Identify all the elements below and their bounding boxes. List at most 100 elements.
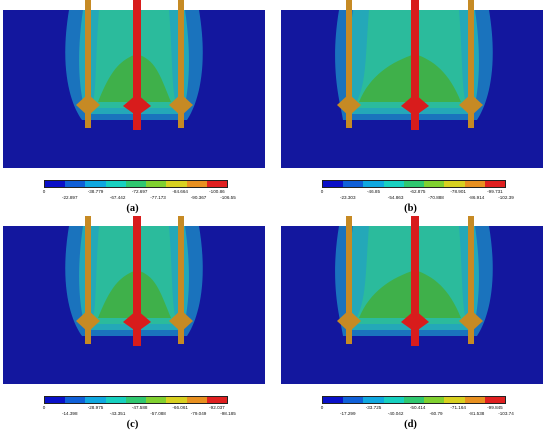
tick-label: -17.299 — [339, 411, 356, 416]
tick-label: -22.897 — [61, 195, 78, 200]
tick-label: -102.39 — [498, 195, 514, 200]
color-legend: 0 -33.725 -50.414 -71.164 -99.845 -17.29… — [320, 396, 514, 418]
tick-label: -28.975 — [87, 405, 104, 410]
legend-bar — [44, 180, 228, 188]
legend-ticks: 0 -46.85 -62.875 -78.901 -99.731 -23.303… — [320, 188, 514, 202]
legend-swatch — [206, 181, 227, 187]
legend-swatch — [424, 181, 445, 187]
legend-swatch — [105, 397, 126, 403]
tick-label: -70.888 — [428, 195, 444, 200]
tick-label: -100.86 — [209, 189, 225, 194]
tick-label: -99.845 — [487, 405, 503, 410]
panel-b: 0 -46.85 -62.875 -78.901 -99.731 -23.303… — [278, 0, 543, 216]
tick-label: -40.042 — [387, 411, 404, 416]
tick-label: -14.398 — [61, 411, 78, 416]
tick-label: -98.185 — [220, 411, 236, 416]
legend-swatch — [464, 181, 485, 187]
legend-swatch — [146, 397, 167, 403]
tick-label: -50.414 — [409, 405, 426, 410]
panel-caption: (d) — [404, 419, 417, 430]
tick-label: -67.442 — [109, 195, 126, 200]
tick-label: -38.779 — [87, 189, 104, 194]
legend-swatch — [206, 397, 227, 403]
tick-label: -57.088 — [150, 411, 166, 416]
tick-label: -86.914 — [468, 195, 485, 200]
legend-swatch — [363, 181, 384, 187]
tick-label: -71.164 — [450, 405, 466, 410]
tick-label: -78.901 — [450, 189, 466, 194]
panel-d: 0 -33.725 -50.414 -71.164 -99.845 -17.29… — [278, 216, 543, 432]
tick-label: -106.55 — [220, 195, 236, 200]
legend-swatch — [484, 397, 505, 403]
legend-ticks: 0 -33.725 -50.414 -71.164 -99.845 -17.29… — [320, 404, 514, 418]
legend-bar — [322, 180, 506, 188]
tick-label: -77.173 — [150, 195, 166, 200]
legend-swatch — [363, 397, 384, 403]
legend-swatch — [166, 397, 187, 403]
panel-a: 0 -38.779 -72.697 -84.664 -100.86 -22.89… — [0, 0, 265, 216]
legend-swatch — [343, 181, 364, 187]
tick-label: 0 — [320, 405, 324, 410]
panel-caption: (c) — [126, 419, 139, 430]
contour-plot — [281, 216, 543, 384]
panel-caption: (a) — [126, 203, 139, 214]
color-legend: 0 -46.85 -62.875 -78.901 -99.731 -23.303… — [320, 180, 514, 202]
legend-swatch — [444, 397, 465, 403]
tick-label: -23.303 — [339, 195, 356, 200]
legend-swatch — [146, 181, 167, 187]
legend-swatch — [444, 181, 465, 187]
legend-bar — [44, 396, 228, 404]
tick-label: -60.79 — [429, 411, 443, 416]
legend-swatch — [45, 397, 66, 403]
legend-swatch — [403, 397, 425, 403]
contour-plot — [3, 216, 265, 384]
legend-swatch — [125, 397, 147, 403]
tick-label: -79.049 — [190, 411, 207, 416]
legend-swatch — [85, 181, 106, 187]
tick-label: -66.061 — [172, 405, 188, 410]
tick-label: 0 — [42, 189, 46, 194]
tick-label: -90.367 — [190, 195, 207, 200]
tick-label: 0 — [42, 405, 46, 410]
legend-swatch — [383, 397, 404, 403]
contour-plot — [281, 0, 543, 168]
legend-swatch — [484, 181, 505, 187]
legend-ticks: 0 -28.975 -47.588 -66.061 -92.037 -14.39… — [42, 404, 236, 418]
legend-swatch — [464, 397, 485, 403]
tick-label: -47.588 — [131, 405, 148, 410]
tick-label: -99.731 — [487, 189, 503, 194]
legend-swatch — [383, 181, 404, 187]
tick-label: -92.037 — [209, 405, 225, 410]
legend-bar — [322, 396, 506, 404]
tick-label: -81.538 — [468, 411, 485, 416]
tick-label: -33.725 — [365, 405, 382, 410]
legend-swatch — [323, 181, 344, 187]
legend-swatch — [186, 181, 207, 187]
contour-plot — [3, 0, 265, 168]
tick-label: -84.664 — [172, 189, 188, 194]
tick-label: -103.74 — [498, 411, 514, 416]
legend-swatch — [65, 181, 86, 187]
legend-swatch — [424, 397, 445, 403]
legend-swatch — [105, 181, 126, 187]
legend-swatch — [45, 181, 66, 187]
panel-c: 0 -28.975 -47.588 -66.061 -92.037 -14.39… — [0, 216, 265, 432]
tick-label: -43.351 — [109, 411, 126, 416]
legend-swatch — [403, 181, 425, 187]
legend-swatch — [186, 397, 207, 403]
tick-label: -72.697 — [131, 189, 148, 194]
tick-label: -62.875 — [409, 189, 426, 194]
color-legend: 0 -28.975 -47.588 -66.061 -92.037 -14.39… — [42, 396, 236, 418]
tick-label: -54.863 — [387, 195, 404, 200]
legend-swatch — [65, 397, 86, 403]
tick-label: -46.85 — [367, 189, 381, 194]
tick-label: 0 — [320, 189, 324, 194]
panel-caption: (b) — [404, 203, 417, 214]
legend-swatch — [343, 397, 364, 403]
color-legend: 0 -38.779 -72.697 -84.664 -100.86 -22.89… — [42, 180, 236, 202]
legend-swatch — [85, 397, 106, 403]
legend-swatch — [166, 181, 187, 187]
legend-swatch — [125, 181, 147, 187]
legend-swatch — [323, 397, 344, 403]
legend-ticks: 0 -38.779 -72.697 -84.664 -100.86 -22.89… — [42, 188, 236, 202]
